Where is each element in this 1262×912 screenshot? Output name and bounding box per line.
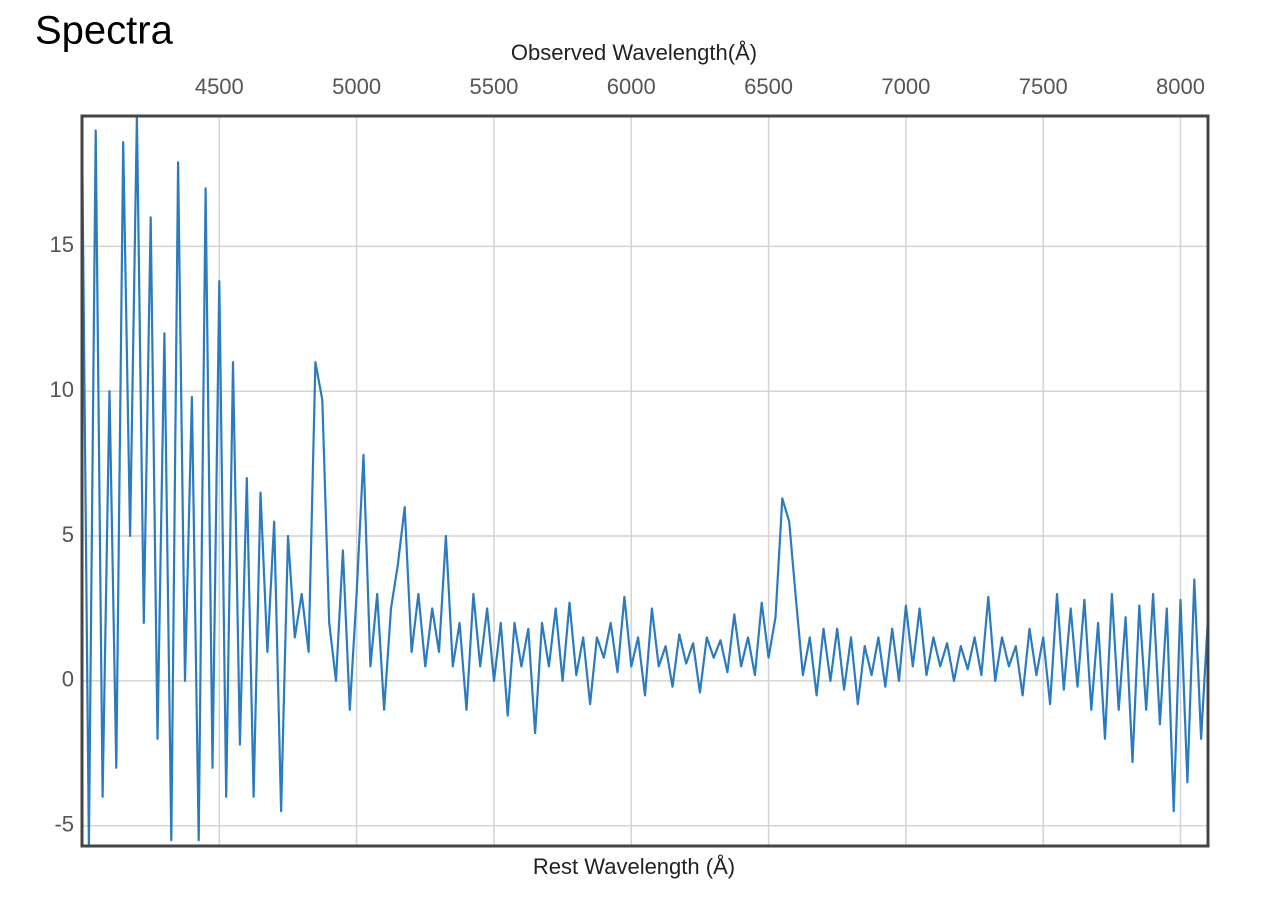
top-axis-label: Observed Wavelength(Å) xyxy=(511,40,757,65)
y-tick-label: -5 xyxy=(54,812,74,837)
y-tick-label: 10 xyxy=(50,377,74,402)
y-tick-label: 0 xyxy=(62,667,74,692)
x-tick-label: 6500 xyxy=(744,74,793,99)
x-tick-label: 4500 xyxy=(195,74,244,99)
plot xyxy=(82,116,1208,846)
x-tick-label: 7500 xyxy=(1019,74,1068,99)
spectrum-line xyxy=(82,116,1208,846)
x-axis-label: Rest Wavelength (Å) xyxy=(533,854,735,879)
plot-frame xyxy=(80,114,1210,848)
chart-title: Spectra xyxy=(35,9,174,53)
x-tick-label: 5500 xyxy=(469,74,518,99)
grid xyxy=(82,116,1208,846)
x-tick-label: 5000 xyxy=(332,74,381,99)
x-tick-label: 6000 xyxy=(607,74,656,99)
x-tick-label: 7000 xyxy=(881,74,930,99)
x-tick-label: 8000 xyxy=(1156,74,1205,99)
y-tick-label: 15 xyxy=(50,232,74,257)
y-tick-label: 5 xyxy=(62,522,74,547)
